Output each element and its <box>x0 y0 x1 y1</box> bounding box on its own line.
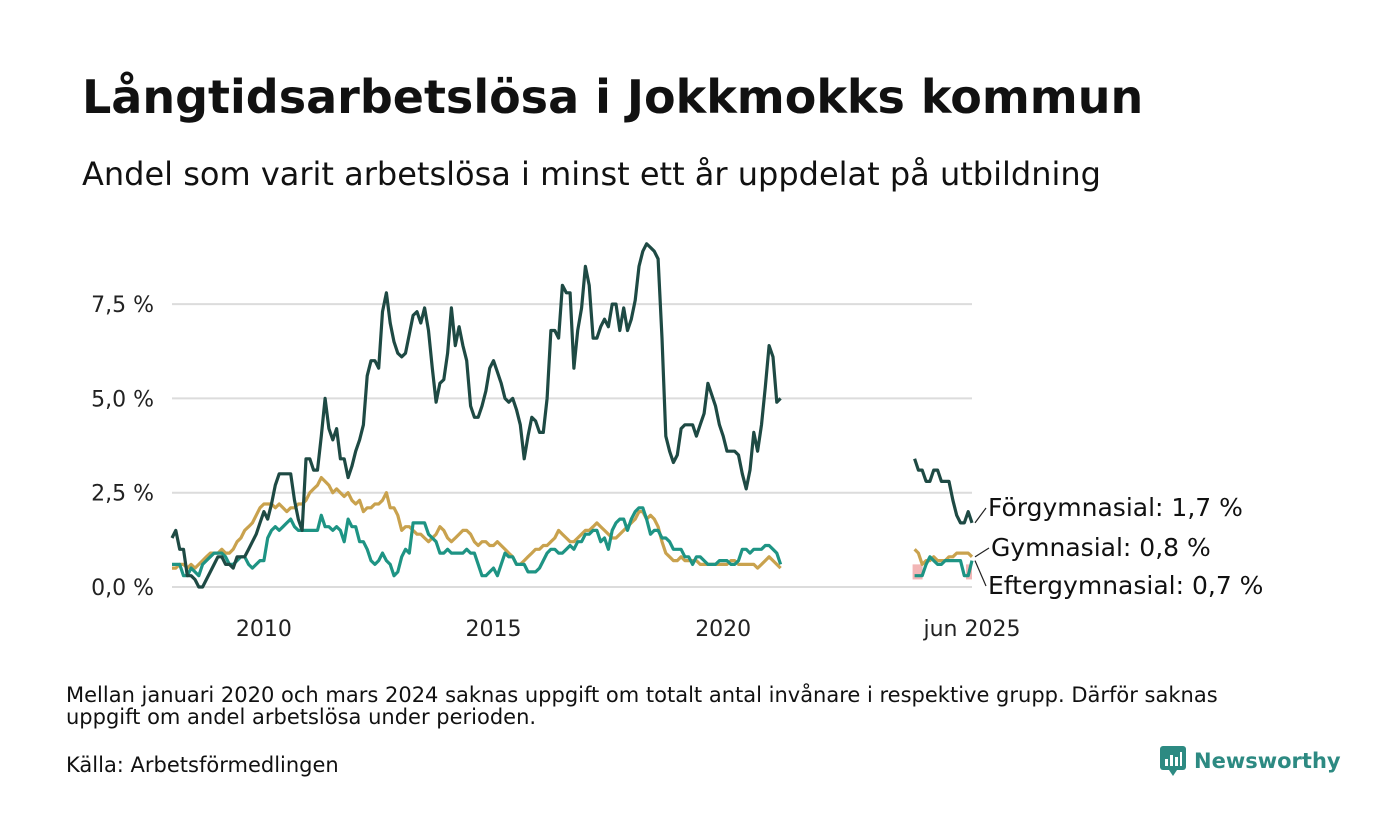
x-tick-label: 2020 <box>695 617 751 642</box>
newsworthy-logo-icon <box>1160 746 1186 776</box>
y-tick-label: 2,5 % <box>91 482 154 507</box>
footnote: Mellan januari 2020 och mars 2024 saknas… <box>66 683 1218 729</box>
line-chart: 0,0 % 2,5 % 5,0 % 7,5 % 2010 2015 2020 jun 2025… <box>91 242 1263 642</box>
y-tick-label: 7,5 % <box>91 293 154 318</box>
uncertainty-mark <box>912 564 923 580</box>
brand-name: Newsworthy <box>1194 749 1341 773</box>
series-end-label: Gymnasial: 0,8 % <box>991 533 1211 562</box>
y-tick-label: 5,0 % <box>91 387 154 412</box>
label-leader-line <box>974 560 987 587</box>
source-credit: Källa: Arbetsförmedlingen <box>66 753 339 777</box>
series-end-label: Eftergymnasial: 0,7 % <box>988 571 1263 600</box>
series-end-label: Förgymnasial: 1,7 % <box>988 493 1243 522</box>
y-tick-label: 0,0 % <box>91 576 154 601</box>
x-tick-label: 2015 <box>466 617 522 642</box>
chart-title: Långtidsarbetslösa i Jokkmokks kommun <box>82 70 1144 124</box>
series-line-förgymnasial <box>170 242 974 589</box>
x-tick-label: jun 2025 <box>923 617 1021 642</box>
x-tick-label: 2010 <box>236 617 292 642</box>
label-leader-line <box>974 507 987 524</box>
label-leader-line <box>974 547 990 558</box>
brand-logo[interactable]: Newsworthy <box>1160 746 1341 776</box>
chart-subtitle: Andel som varit arbetslösa i minst ett å… <box>82 155 1101 193</box>
series-line-eftergymnasial <box>172 506 974 578</box>
